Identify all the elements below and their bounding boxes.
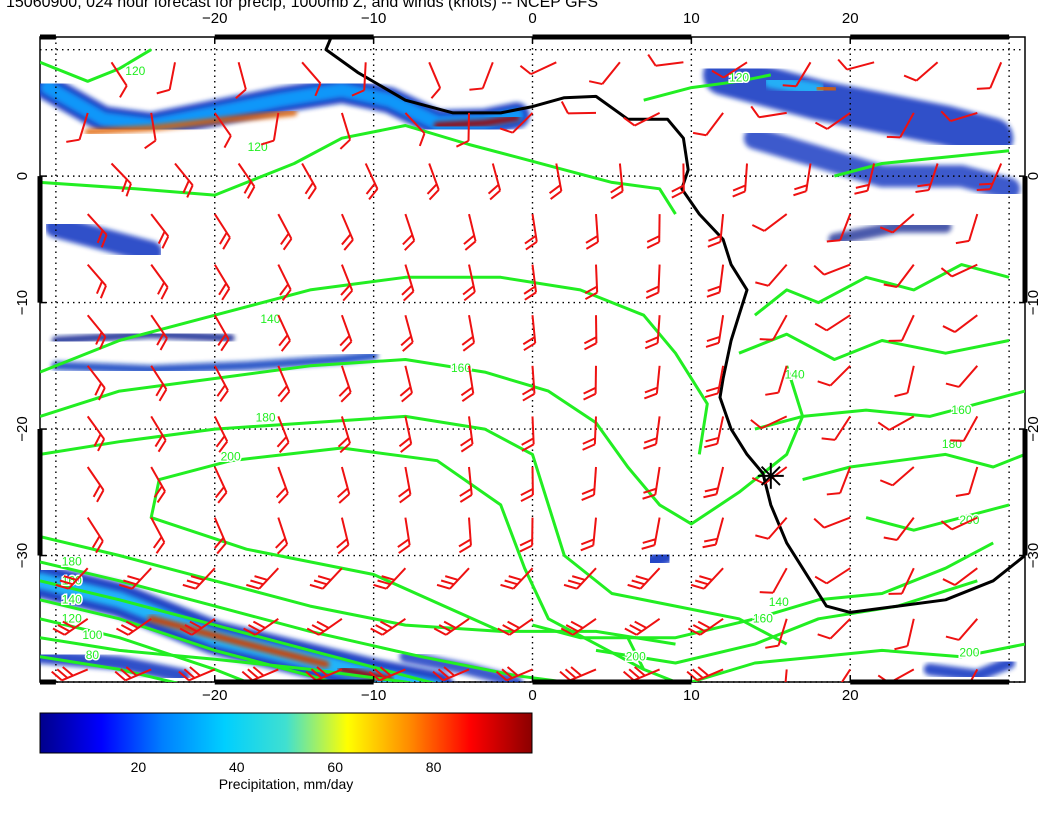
contour-label: 140 xyxy=(785,367,805,381)
colorbar: 20 40 60 80 Precipitation, mm/day xyxy=(40,713,532,792)
y-tick-label: −30 xyxy=(14,543,31,568)
contour-label: 180 xyxy=(62,555,82,569)
contour-label: 180 xyxy=(256,410,276,424)
contour-label: 160 xyxy=(753,612,773,626)
x-tick-label: 20 xyxy=(842,687,859,704)
contour-label: 200 xyxy=(959,646,979,660)
x-tick-label: −10 xyxy=(361,687,386,704)
colorbar-tick-label: 40 xyxy=(229,759,245,775)
contour-label: 200 xyxy=(626,650,646,664)
y-tick-label-right: −30 xyxy=(1025,543,1042,568)
contour-label: 180 xyxy=(942,437,962,451)
colorbar-ticks: 20 40 60 80 xyxy=(131,759,442,775)
colorbar-label: Precipitation, mm/day xyxy=(219,776,354,792)
contour-label: 140 xyxy=(769,595,789,609)
contour-label: 160 xyxy=(451,361,471,375)
x-tick-label: 10 xyxy=(683,687,700,704)
contour-label: 200 xyxy=(221,450,241,464)
contour-label: 80 xyxy=(86,648,100,662)
x-tick-label-top: −10 xyxy=(361,10,386,27)
colorbar-tick-label: 20 xyxy=(131,759,147,775)
x-tick-label-top: 0 xyxy=(528,10,536,27)
y-tick-label-right: 0 xyxy=(1025,172,1042,180)
x-tick-label: 0 xyxy=(528,687,536,704)
precip-patch-small xyxy=(652,556,668,562)
contour-label: 120 xyxy=(248,140,268,154)
precip-africa-peak xyxy=(819,88,835,91)
x-tick-label: −20 xyxy=(202,687,227,704)
y-tick-label-right: −10 xyxy=(1025,290,1042,315)
y-tick-label: 0 xyxy=(14,172,31,180)
contour-label: 140 xyxy=(260,312,280,326)
contour-label: 160 xyxy=(951,403,971,417)
asterisk-icon xyxy=(758,463,784,489)
y-tick-label: −20 xyxy=(14,416,31,441)
colorbar-gradient xyxy=(40,713,532,753)
x-tick-label-top: 20 xyxy=(842,10,859,27)
contour-label: 120 xyxy=(125,64,145,78)
contour-label: 140 xyxy=(62,593,82,607)
contour-label: 100 xyxy=(82,628,102,642)
colorbar-tick-label: 60 xyxy=(327,759,343,775)
colorbar-tick-label: 80 xyxy=(426,759,442,775)
y-tick-label: −10 xyxy=(14,290,31,315)
y-tick-label-right: −20 xyxy=(1025,416,1042,441)
x-tick-label-top: −20 xyxy=(202,10,227,27)
x-tick-label-top: 10 xyxy=(683,10,700,27)
